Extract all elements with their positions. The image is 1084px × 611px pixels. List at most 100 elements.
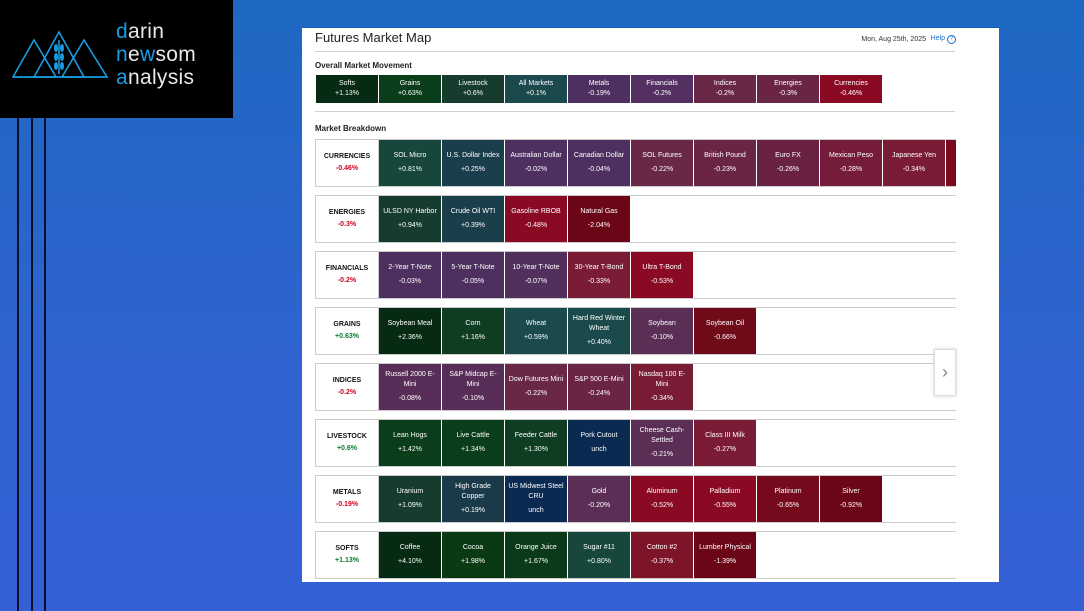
market-tile[interactable]: Australian Dollar -0.02% [505,140,568,186]
tile-value: -0.34% [902,166,926,173]
next-button[interactable]: › [934,349,956,396]
market-tile[interactable]: Gold -0.20% [568,476,631,522]
group-label[interactable]: FINANCIALS -0.2% [316,252,379,298]
tile-name: Cocoa [462,544,484,551]
market-tile[interactable]: Canadian Dollar -0.04% [568,140,631,186]
market-tile[interactable]: Natural Gas -2.04% [568,196,631,242]
market-tile[interactable]: 5-Year T-Note -0.05% [442,252,505,298]
market-tile[interactable]: Cotton #2 -0.37% [631,532,694,578]
market-tile[interactable]: Soybean -0.10% [631,308,694,354]
tile-value: -0.27% [713,446,737,453]
overall-tile[interactable]: All Markets +0.1% [505,75,568,103]
market-tile[interactable]: Coffee +4.10% [379,532,442,578]
market-tile[interactable]: Gasoline RBOB -0.48% [505,196,568,242]
market-tile[interactable]: U.S. Dollar Index +0.25% [442,140,505,186]
market-tile[interactable]: Corn +1.16% [442,308,505,354]
overall-tile[interactable]: Energies -0.3% [757,75,820,103]
overall-tile[interactable]: Indices -0.2% [694,75,757,103]
tile-name: High Grade Copper [455,483,491,500]
market-tile[interactable]: Class III Milk -0.27% [694,420,757,466]
group-row-grains: GRAINS +0.63% Soybean Meal +2.36% Corn +1.16%… [315,307,956,355]
market-tile[interactable]: 2-Year T-Note -0.03% [379,252,442,298]
group-label[interactable]: CURRENCIES -0.46% [316,140,379,186]
market-tile[interactable]: Silver -0.92% [820,476,883,522]
overall-tile[interactable]: Metals -0.19% [568,75,631,103]
market-tile[interactable]: Euro FX -0.26% [757,140,820,186]
tile-value: -0.46% [839,90,863,97]
date-label: Mon, Aug 25th, 2025 [861,36,926,43]
tile-value: +0.19% [461,507,485,514]
group-row-currencies: CURRENCIES -0.46% SOL Micro +0.81% U.S. Doll… [315,139,956,187]
market-tile[interactable]: Crude Oil WTI +0.39% [442,196,505,242]
tile-value: -0.2% [715,90,735,97]
market-tile[interactable]: Platinum -0.65% [757,476,820,522]
overall-tile[interactable]: Softs +1.13% [316,75,379,103]
market-tile[interactable]: US Midwest Steel CRU unch [505,476,568,522]
tile-name: Nasdaq 100 E-Mini [638,371,686,388]
group-change: -0.3% [337,221,357,228]
market-tile[interactable]: Dow Futures Mini -0.22% [505,364,568,410]
group-label[interactable]: ENERGIES -0.3% [316,196,379,242]
market-tile[interactable]: S&P Midcap E-Mini -0.10% [442,364,505,410]
market-tile[interactable]: SOL Micro +0.81% [379,140,442,186]
tile-name: Coffee [399,544,421,551]
market-tile[interactable]: Feeder Cattle +1.30% [505,420,568,466]
market-tile[interactable]: Russell 2000 E-Mini -0.08% [379,364,442,410]
market-tile[interactable]: Soybean Oil -0.66% [694,308,757,354]
market-tile[interactable] [946,140,956,186]
group-label[interactable]: GRAINS +0.63% [316,308,379,354]
overall-tile[interactable]: Grains +0.63% [379,75,442,103]
market-tile[interactable]: Lumber Physical -1.39% [694,532,757,578]
tile-name: Crude Oil WTI [450,208,496,215]
tile-value: +1.42% [398,446,422,453]
market-tile[interactable]: SOL Futures -0.22% [631,140,694,186]
market-tile[interactable]: Pork Cutout unch [568,420,631,466]
overall-tile[interactable]: Financials -0.2% [631,75,694,103]
group-name: SOFTS [335,545,359,552]
tile-name: Currencies [834,80,868,87]
market-tile[interactable]: Mexican Peso -0.28% [820,140,883,186]
market-tile[interactable]: Palladium -0.55% [694,476,757,522]
group-name: GRAINS [333,321,361,328]
market-tile[interactable]: Wheat +0.59% [505,308,568,354]
market-tile[interactable]: Uranium +1.09% [379,476,442,522]
market-tile[interactable]: 10-Year T-Note -0.07% [505,252,568,298]
market-tile[interactable]: Cocoa +1.98% [442,532,505,578]
help-icon: ? [947,35,956,44]
market-tile[interactable]: Japanese Yen -0.34% [883,140,946,186]
tile-value: -2.04% [587,222,611,229]
group-label[interactable]: INDICES -0.2% [316,364,379,410]
group-row-energies: ENERGIES -0.3% ULSD NY Harbor +0.94% Crude O… [315,195,956,243]
market-tile[interactable]: Lean Hogs +1.42% [379,420,442,466]
tile-name: Aluminum [646,488,678,495]
overall-tile[interactable]: Currencies -0.46% [820,75,883,103]
market-tile[interactable]: Ultra T-Bond -0.53% [631,252,694,298]
market-tile[interactable]: 30-Year T-Bond -0.33% [568,252,631,298]
market-tile[interactable]: Nasdaq 100 E-Mini -0.34% [631,364,694,410]
market-tile[interactable]: Cheese Cash-Settled -0.21% [631,420,694,466]
group-label[interactable]: METALS -0.19% [316,476,379,522]
market-tile[interactable]: S&P 500 E-Mini -0.24% [568,364,631,410]
market-tile[interactable]: ULSD NY Harbor +0.94% [379,196,442,242]
group-label[interactable]: SOFTS +1.13% [316,532,379,578]
tile-value: -0.23% [713,166,737,173]
help-link[interactable]: Help ? [931,35,956,44]
market-tile[interactable]: High Grade Copper +0.19% [442,476,505,522]
market-tile[interactable]: Soybean Meal +2.36% [379,308,442,354]
tile-name: SOL Futures [642,152,682,159]
market-tile[interactable]: British Pound -0.23% [694,140,757,186]
tile-value: +0.80% [587,558,611,565]
tile-value: -0.21% [650,451,674,458]
market-tile[interactable]: Live Cattle +1.34% [442,420,505,466]
market-tile[interactable]: Sugar #11 +0.80% [568,532,631,578]
tile-value: +0.81% [398,166,422,173]
tile-value: +0.63% [398,90,422,97]
group-label[interactable]: LIVESTOCK +0.6% [316,420,379,466]
tile-name: Cheese Cash-Settled [639,427,685,444]
overall-tile[interactable]: Livestock +0.6% [442,75,505,103]
market-tile[interactable]: Aluminum -0.52% [631,476,694,522]
group-name: CURRENCIES [323,153,371,160]
tile-name: 2-Year T-Note [388,264,432,271]
market-tile[interactable]: Orange Juice +1.67% [505,532,568,578]
market-tile[interactable]: Hard Red Winter Wheat +0.40% [568,308,631,354]
